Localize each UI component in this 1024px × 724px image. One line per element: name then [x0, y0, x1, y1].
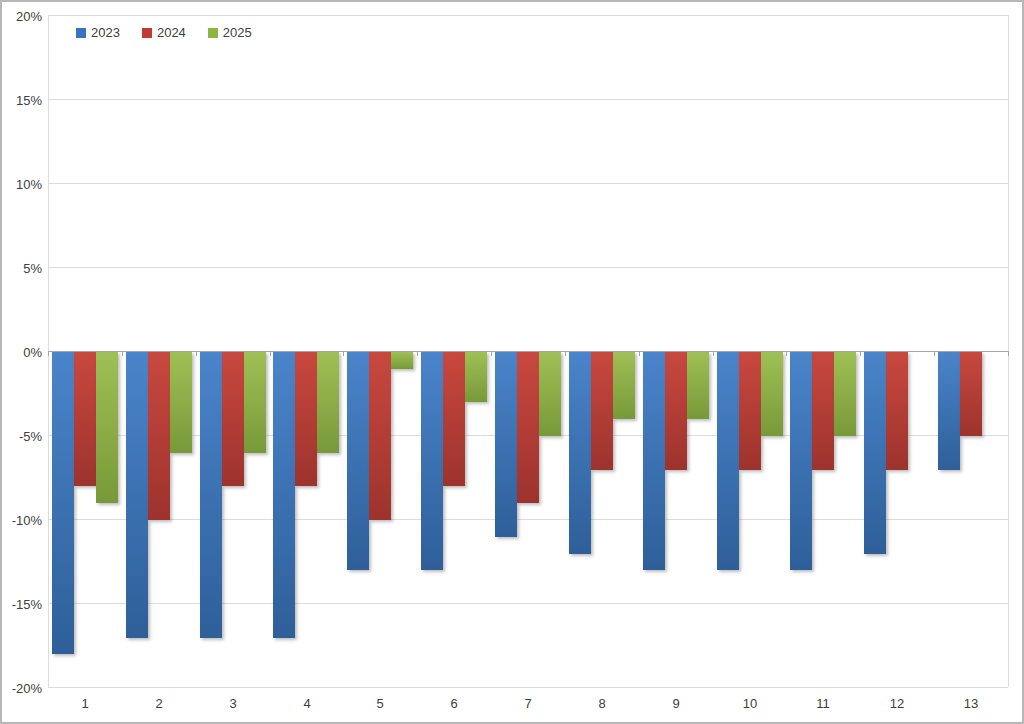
bar-2023-cat9 — [643, 352, 665, 570]
bar-2024-cat10 — [739, 352, 761, 470]
legend-label-2023: 2023 — [91, 26, 120, 39]
bar-2024-cat7 — [517, 352, 539, 503]
x-axis-label-7: 7 — [491, 697, 565, 711]
bar-2025-cat4 — [317, 352, 339, 453]
bar-2023-cat2 — [126, 352, 148, 638]
bar-2025-cat9 — [687, 352, 709, 419]
y-axis-label-15: 15% — [0, 94, 42, 107]
legend-item-2025: 2025 — [208, 26, 252, 39]
bar-2025-cat11 — [834, 352, 856, 436]
legend-item-2024: 2024 — [142, 26, 186, 39]
y-axis-label-5: 5% — [0, 262, 42, 275]
x-axis-label-11: 11 — [786, 697, 860, 711]
y-axis-label-20: 20% — [0, 10, 42, 23]
category-tick — [639, 351, 640, 356]
legend-swatch-2025 — [208, 28, 218, 38]
x-axis-label-6: 6 — [417, 697, 491, 711]
bar-2023-cat10 — [717, 352, 739, 570]
y-axis-label-10: 10% — [0, 178, 42, 191]
category-tick — [860, 351, 861, 356]
category-tick — [713, 351, 714, 356]
chart-legend: 2023 2024 2025 — [76, 26, 252, 39]
bar-chart: 2023 2024 2025 20% 15% 10% 5% 0% -5% -10% -15% -20… — [0, 0, 1024, 724]
bar-2025-cat1 — [96, 352, 118, 503]
bar-2024-cat3 — [222, 352, 244, 486]
bar-2023-cat5 — [347, 352, 369, 570]
bar-2025-cat3 — [244, 352, 266, 453]
x-axis-label-1: 1 — [48, 697, 122, 711]
x-axis-label-12: 12 — [860, 697, 934, 711]
category-tick — [934, 351, 935, 356]
y-axis-label--10: -10% — [0, 514, 42, 527]
bar-2023-cat7 — [495, 352, 517, 537]
category-tick — [343, 351, 344, 356]
category-tick — [196, 351, 197, 356]
bar-2023-cat4 — [273, 352, 295, 638]
gridline-5 — [48, 267, 1008, 268]
bar-2023-cat6 — [421, 352, 443, 570]
category-tick — [491, 351, 492, 356]
gridline-10 — [48, 183, 1008, 184]
category-tick — [565, 351, 566, 356]
gridline-15 — [48, 99, 1008, 100]
bar-2024-cat2 — [148, 352, 170, 520]
gridline-20 — [48, 15, 1008, 16]
category-tick — [1008, 351, 1009, 356]
bar-2023-cat1 — [52, 352, 74, 654]
category-tick — [786, 351, 787, 356]
bar-2025-cat8 — [613, 352, 635, 419]
y-axis-label--15: -15% — [0, 598, 42, 611]
bar-2024-cat5 — [369, 352, 391, 520]
gridline--15 — [48, 603, 1008, 604]
x-axis-label-8: 8 — [565, 697, 639, 711]
bar-2024-cat11 — [812, 352, 834, 470]
bar-2024-cat8 — [591, 352, 613, 470]
bar-2025-cat7 — [539, 352, 561, 436]
bar-2025-cat5 — [391, 352, 413, 369]
bar-2025-cat6 — [465, 352, 487, 402]
legend-item-2023: 2023 — [76, 26, 120, 39]
category-tick — [122, 351, 123, 356]
y-axis-label-0: 0% — [0, 346, 42, 359]
category-tick — [270, 351, 271, 356]
legend-label-2024: 2024 — [157, 26, 186, 39]
x-axis-label-13: 13 — [934, 697, 1008, 711]
bar-2024-cat9 — [665, 352, 687, 470]
category-tick — [417, 351, 418, 356]
x-axis-label-2: 2 — [122, 697, 196, 711]
bar-2025-cat2 — [170, 352, 192, 453]
bar-2024-cat4 — [295, 352, 317, 486]
bar-2024-cat13 — [960, 352, 982, 436]
y-axis-label--5: -5% — [0, 430, 42, 443]
gridline--20 — [48, 687, 1008, 688]
bar-2024-cat6 — [443, 352, 465, 486]
bar-2023-cat13 — [938, 352, 960, 470]
bar-2023-cat11 — [790, 352, 812, 570]
legend-swatch-2024 — [142, 28, 152, 38]
x-axis-label-9: 9 — [639, 697, 713, 711]
bar-2023-cat3 — [200, 352, 222, 638]
category-tick — [48, 351, 49, 356]
x-axis-label-4: 4 — [270, 697, 344, 711]
bar-2023-cat12 — [864, 352, 886, 554]
y-axis-label--20: -20% — [0, 682, 42, 695]
legend-label-2025: 2025 — [223, 26, 252, 39]
bar-2024-cat1 — [74, 352, 96, 486]
legend-swatch-2023 — [76, 28, 86, 38]
x-axis-label-10: 10 — [713, 697, 787, 711]
bar-2023-cat8 — [569, 352, 591, 554]
x-axis-label-5: 5 — [343, 697, 417, 711]
bar-2024-cat12 — [886, 352, 908, 470]
x-axis-label-3: 3 — [196, 697, 270, 711]
bar-2025-cat10 — [761, 352, 783, 436]
